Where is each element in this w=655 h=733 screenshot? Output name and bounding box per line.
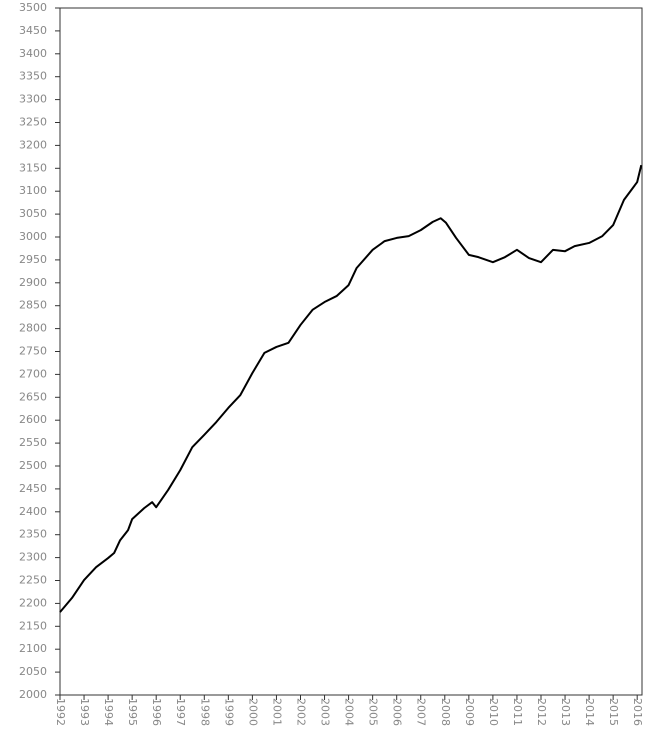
x-tick-label: 2000 [246,698,259,726]
y-tick-label: 2650 [19,390,47,403]
y-tick-label: 2900 [19,276,47,289]
y-tick-label: 3300 [19,93,47,106]
x-tick-label: 2009 [463,698,476,726]
y-tick-label: 2150 [19,619,47,632]
x-tick-label: 2004 [343,698,356,726]
y-tick-label: 2000 [19,688,47,701]
x-tick-label: 2015 [607,698,620,726]
y-tick-label: 3150 [19,161,47,174]
y-tick-label: 3000 [19,230,47,243]
x-tick-label: 1992 [54,698,67,726]
x-tick-label: 2002 [294,698,307,726]
y-tick-label: 3100 [19,184,47,197]
y-tick-label: 2600 [19,413,47,426]
x-tick-label: 1994 [102,698,115,726]
x-tick-label: 2012 [535,698,548,726]
x-tick-label: 2013 [559,698,572,726]
y-tick-label: 2700 [19,367,47,380]
y-tick-label: 2300 [19,551,47,564]
y-tick-label: 2450 [19,482,47,495]
x-tick-label: 2011 [511,698,524,726]
y-tick-label: 2200 [19,596,47,609]
y-tick-label: 2100 [19,642,47,655]
y-tick-label: 2800 [19,322,47,335]
y-tick-label: 2350 [19,528,47,541]
y-tick-label: 2950 [19,253,47,266]
y-tick-label: 2550 [19,436,47,449]
plot-frame [59,7,643,696]
x-tick-label: 2005 [367,698,380,726]
x-tick-label: 1993 [78,698,91,726]
y-tick-label: 2850 [19,299,47,312]
y-tick-label: 3350 [19,70,47,83]
x-tick-label: 1997 [174,698,187,726]
y-tick-label: 2750 [19,345,47,358]
y-tick-label: 2050 [19,665,47,678]
y-tick-label: 2400 [19,505,47,518]
x-tick-label: 2016 [631,698,644,726]
x-tick-label: 2010 [487,698,500,726]
y-tick-label: 2500 [19,459,47,472]
y-tick-label: 3450 [19,24,47,37]
x-tick-label: 2014 [583,698,596,726]
x-tick-label: 2007 [415,698,428,726]
y-tick-label: 3250 [19,116,47,129]
y-tick-label: 3500 [19,1,47,14]
x-tick-label: 1996 [150,698,163,726]
x-tick-label: 2008 [439,698,452,726]
y-tick-label: 2250 [19,574,47,587]
x-tick-label: 1995 [126,698,139,726]
y-tick-label: 3200 [19,138,47,151]
y-tick-label: 3050 [19,207,47,220]
line [59,164,643,613]
x-tick-label: 1999 [222,698,235,726]
x-tick-label: 1998 [198,698,211,726]
x-tick-label: 2003 [319,698,332,726]
x-tick-label: 2001 [270,698,283,726]
x-tick-label: 2006 [391,698,404,726]
y-tick-label: 3400 [19,47,47,60]
